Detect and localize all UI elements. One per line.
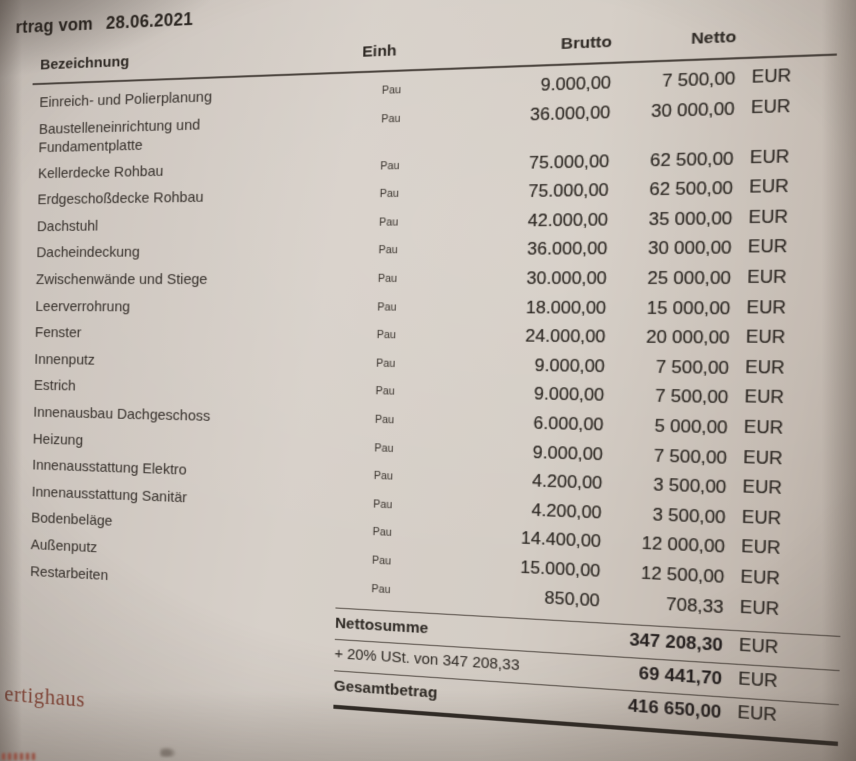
currency-label: EUR xyxy=(751,67,792,88)
item-gross-amount: 24.000,00 xyxy=(525,327,606,347)
item-description: Kellerdecke Rohbau xyxy=(37,162,164,182)
item-description: Fenster xyxy=(34,324,82,342)
currency-label: EUR xyxy=(750,97,791,118)
fertighaus-logo: ertighaus xyxy=(4,681,86,712)
item-unit: Pau xyxy=(373,469,394,483)
item-description: Innenputz xyxy=(34,351,95,369)
item-description: Leerverrohrung xyxy=(35,297,131,315)
currency-label: EUR xyxy=(747,268,787,288)
item-description: Innenausbau Dachgeschoss xyxy=(33,404,211,425)
item-description: Baustelleneinrichtung und Fundamentplatt… xyxy=(38,116,201,156)
currency-label: EUR xyxy=(743,418,784,439)
currency-label: EUR xyxy=(742,448,783,469)
currency-label: EUR xyxy=(747,238,788,258)
item-gross-amount: 75.000,00 xyxy=(528,151,610,173)
summary-value: 69 441,70 xyxy=(638,664,723,689)
item-description: Heizung xyxy=(32,430,84,449)
currency-label: EUR xyxy=(737,704,777,726)
item-description: Erdgeschoßdecke Rohbau xyxy=(37,189,204,209)
item-unit: Pau xyxy=(374,441,394,455)
currency-label: EUR xyxy=(746,298,787,318)
item-net-amount: 35 000,00 xyxy=(648,208,733,230)
item-unit: Pau xyxy=(377,300,397,314)
currency-label: EUR xyxy=(740,568,781,589)
item-net-amount: 7 500,00 xyxy=(653,446,728,468)
item-unit: Pau xyxy=(379,187,400,201)
item-description: Zwischenwände und Stiege xyxy=(35,271,208,288)
item-net-amount: 15 000,00 xyxy=(646,298,731,319)
item-net-amount: 62 500,00 xyxy=(649,149,734,171)
currency-label: EUR xyxy=(748,208,789,228)
item-unit: Pau xyxy=(375,385,395,399)
item-net-amount: 62 500,00 xyxy=(649,178,734,200)
currency-label: EUR xyxy=(742,478,783,499)
summary-value: 347 208,30 xyxy=(629,630,724,656)
item-unit: Pau xyxy=(373,498,393,512)
column-header-description: Bezeichnung xyxy=(40,53,130,74)
item-net-amount: 20 000,00 xyxy=(646,327,730,349)
item-gross-amount: 9.000,00 xyxy=(533,385,605,406)
item-unit: Pau xyxy=(378,244,398,257)
currency-label: EUR xyxy=(749,147,790,168)
item-gross-amount: 30.000,00 xyxy=(526,269,607,289)
item-net-amount: 25 000,00 xyxy=(647,268,732,289)
item-net-amount: 30 000,00 xyxy=(651,99,736,121)
table-row: Zwischenwände und Stiege Pau 30.000,00 2… xyxy=(36,268,856,299)
item-gross-amount: 4.200,00 xyxy=(531,471,603,494)
item-net-amount: 12 000,00 xyxy=(641,534,726,558)
item-net-amount: 3 500,00 xyxy=(653,475,727,498)
item-gross-amount: 42.000,00 xyxy=(527,210,609,231)
item-unit: Pau xyxy=(372,526,392,540)
item-net-amount: 30 000,00 xyxy=(647,238,732,259)
document-title: rtrag vom 28.06.2021 xyxy=(15,9,193,38)
item-description: Dachstuhl xyxy=(36,217,99,235)
item-unit: Pau xyxy=(381,83,402,97)
column-header-gross: Brutto xyxy=(560,33,613,54)
item-net-amount: 7 500,00 xyxy=(655,387,729,408)
item-unit: Pau xyxy=(377,272,398,285)
currency-label: EUR xyxy=(738,636,779,658)
item-gross-amount: 9.000,00 xyxy=(540,73,612,95)
item-gross-amount: 36.000,00 xyxy=(527,239,608,260)
item-unit: Pau xyxy=(376,329,397,342)
table-body: Einreich- und Polierplanung Pau 9.000,00… xyxy=(30,63,856,638)
item-gross-amount: 18.000,00 xyxy=(525,298,607,318)
item-net-amount: 5 000,00 xyxy=(654,416,728,438)
item-description: Einreich- und Polierplanung xyxy=(39,88,213,111)
item-description: Dacheindeckung xyxy=(36,244,140,262)
item-gross-amount: 9.000,00 xyxy=(532,442,604,464)
currency-label: EUR xyxy=(740,538,781,559)
column-header-unit: Einh xyxy=(362,42,397,61)
item-net-amount: 7 500,00 xyxy=(655,357,730,378)
table-row: Dacheindeckung Pau 36.000,00 30 000,00 E… xyxy=(36,237,856,270)
currency-label: EUR xyxy=(739,598,780,619)
item-gross-amount: 75.000,00 xyxy=(528,181,609,202)
document-title-text: rtrag vom xyxy=(15,13,94,37)
item-gross-amount: 36.000,00 xyxy=(529,102,611,125)
item-gross-amount: 9.000,00 xyxy=(534,356,606,377)
item-unit: Pau xyxy=(378,216,399,229)
item-gross-amount: 6.000,00 xyxy=(533,413,604,435)
item-net-amount: 3 500,00 xyxy=(652,505,726,528)
currency-label: EUR xyxy=(744,388,785,408)
currency-label: EUR xyxy=(738,670,778,692)
currency-label: EUR xyxy=(749,178,789,198)
item-unit: Pau xyxy=(381,112,401,126)
item-description: Estrich xyxy=(33,377,76,395)
currency-label: EUR xyxy=(744,358,785,378)
invoice-document: rtrag vom 28.06.2021 Bezeichnung Einh Bru… xyxy=(4,0,856,761)
currency-label: EUR xyxy=(741,508,782,529)
column-header-net: Netto xyxy=(690,27,737,49)
item-unit: Pau xyxy=(374,413,395,427)
item-unit: Pau xyxy=(371,582,391,596)
item-net-amount: 7 500,00 xyxy=(661,69,736,92)
item-unit: Pau xyxy=(371,554,392,568)
contract-date: 28.06.2021 xyxy=(105,9,194,33)
item-net-amount: 12 500,00 xyxy=(640,563,725,588)
currency-label: EUR xyxy=(745,328,786,348)
item-unit: Pau xyxy=(376,357,396,370)
summary-value: 416 650,00 xyxy=(627,696,722,723)
item-unit: Pau xyxy=(380,159,400,173)
